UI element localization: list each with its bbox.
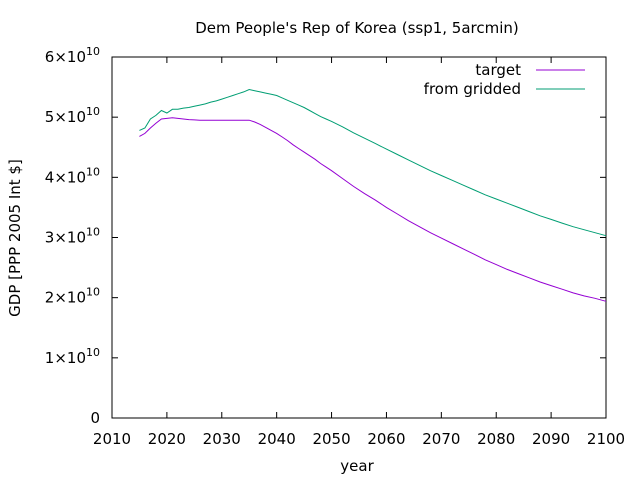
x-axis-label: year xyxy=(340,457,374,475)
y-tick-label: 6×1010 xyxy=(45,45,100,66)
x-tick-label: 2010 xyxy=(93,430,131,448)
y-tick-label: 5×1010 xyxy=(45,105,100,126)
x-tick-label: 2060 xyxy=(367,430,405,448)
x-tick-label: 2020 xyxy=(148,430,186,448)
x-tick-label: 2030 xyxy=(203,430,241,448)
y-tick-exponent: 10 xyxy=(86,165,100,178)
series-line-from-gridded xyxy=(139,88,607,237)
series-line-target xyxy=(139,117,607,302)
y-tick-exponent: 10 xyxy=(86,346,100,359)
y-tick-mantissa: 3×10 xyxy=(45,229,86,247)
y-tick-label: 4×1010 xyxy=(45,165,100,186)
y-tick-mantissa: 4×10 xyxy=(45,168,86,186)
y-axis-label: GDP [PPP 2005 Int $] xyxy=(6,159,24,317)
y-tick-exponent: 10 xyxy=(86,105,100,118)
x-tick-label: 2090 xyxy=(532,430,570,448)
y-tick-mantissa: 0 xyxy=(90,409,100,427)
y-tick-exponent: 10 xyxy=(86,286,100,299)
y-tick-mantissa: 1×10 xyxy=(45,349,86,367)
x-axis-ticks: 2010 2020 2030 2040 2050 2060 2070 2080 2090 2100 xyxy=(93,57,625,448)
x-tick-label: 2070 xyxy=(422,430,460,448)
x-tick-label: 2050 xyxy=(312,430,350,448)
x-tick-label: 2100 xyxy=(587,430,625,448)
y-tick-mantissa: 2×10 xyxy=(45,289,86,307)
x-tick-label: 2040 xyxy=(258,430,296,448)
y-tick-label: 3×1010 xyxy=(45,226,100,247)
y-tick-mantissa: 6×10 xyxy=(45,48,86,66)
y-tick-label: 2×1010 xyxy=(45,286,100,307)
plot-frame xyxy=(111,56,607,419)
y-tick-mantissa: 5×10 xyxy=(45,108,86,126)
y-tick-label: 1×1010 xyxy=(45,346,100,367)
chart-title: Dem People's Rep of Korea (ssp1, 5arcmin… xyxy=(195,19,519,37)
y-tick-exponent: 10 xyxy=(86,45,100,58)
x-tick-label: 2080 xyxy=(477,430,515,448)
legend-label: target xyxy=(475,61,521,79)
y-tick-label: 0 xyxy=(90,409,100,427)
y-tick-exponent: 10 xyxy=(86,226,100,239)
legend-label: from gridded xyxy=(424,80,521,98)
series-lines xyxy=(139,88,607,302)
